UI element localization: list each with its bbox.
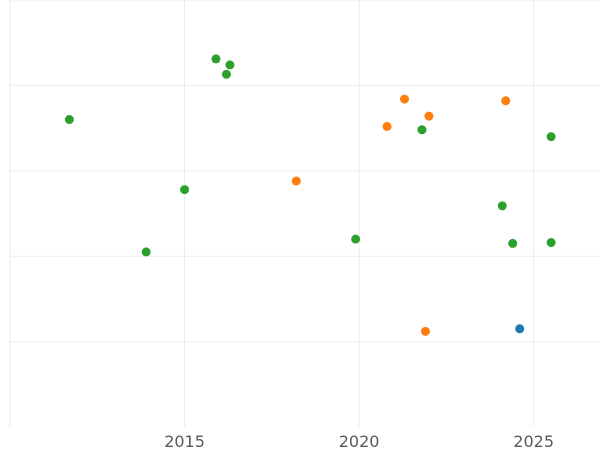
data-point <box>211 54 221 64</box>
data-point <box>382 121 392 131</box>
data-point <box>497 201 507 211</box>
data-point <box>64 115 74 125</box>
data-point <box>508 238 518 248</box>
data-points <box>64 54 556 336</box>
data-point <box>351 234 361 244</box>
data-point <box>291 176 301 186</box>
data-point <box>546 132 556 142</box>
x-tick-label: 2015 <box>164 432 205 450</box>
data-point <box>225 60 235 70</box>
data-point <box>546 238 556 248</box>
data-point <box>399 94 409 104</box>
data-point <box>501 96 511 106</box>
x-tick-label: 2020 <box>339 432 380 450</box>
data-point <box>221 69 231 79</box>
data-point <box>417 125 427 135</box>
data-point <box>424 111 434 121</box>
data-point <box>141 247 151 257</box>
x-tick-label: 2025 <box>513 432 554 450</box>
grid <box>9 0 600 427</box>
data-point <box>180 185 190 195</box>
data-point <box>420 326 430 336</box>
data-point <box>515 324 525 334</box>
x-axis-tick-labels: 2015 2020 2025 <box>164 432 554 450</box>
